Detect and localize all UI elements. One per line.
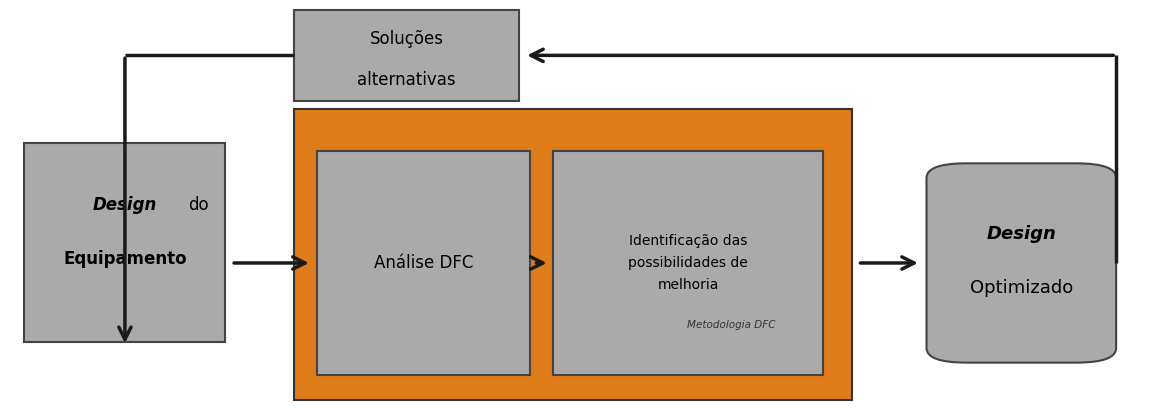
Text: do: do — [188, 196, 209, 214]
Text: Design: Design — [93, 196, 157, 214]
Text: Design: Design — [986, 225, 1056, 243]
Bar — [318, 151, 530, 375]
Bar — [553, 151, 823, 375]
FancyBboxPatch shape — [926, 163, 1116, 363]
Text: Identificação das
possibilidades de
melhoria: Identificação das possibilidades de melh… — [628, 234, 748, 292]
Text: Metodologia DFC: Metodologia DFC — [687, 320, 775, 330]
Text: Optimizado: Optimizado — [970, 279, 1073, 297]
Text: Equipamento: Equipamento — [63, 250, 187, 268]
Text: Soluções: Soluções — [370, 30, 444, 48]
Bar — [295, 10, 518, 101]
Bar — [24, 143, 226, 342]
Text: Análise DFC: Análise DFC — [374, 254, 473, 272]
Bar — [295, 110, 851, 400]
Text: alternativas: alternativas — [357, 71, 456, 89]
